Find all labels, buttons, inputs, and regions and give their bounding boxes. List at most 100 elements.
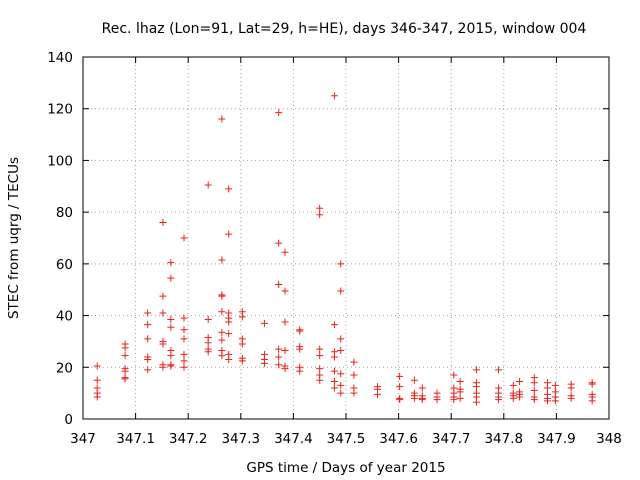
- data-point: [530, 396, 538, 404]
- data-point: [260, 319, 268, 327]
- data-point: [530, 379, 538, 387]
- data-point: [218, 336, 226, 344]
- data-points: [93, 92, 596, 406]
- data-point: [472, 398, 480, 406]
- y-tick-label: 140: [47, 50, 73, 66]
- x-tick-label: 347.7: [432, 431, 471, 447]
- data-point: [275, 109, 283, 117]
- data-point: [275, 353, 283, 361]
- x-tick-label: 347.5: [327, 431, 366, 447]
- data-point: [225, 230, 233, 238]
- data-point: [530, 387, 538, 395]
- x-tick-label: 347: [70, 431, 96, 447]
- data-point: [316, 204, 324, 212]
- x-tick-label: 347.2: [169, 431, 208, 447]
- data-point: [456, 388, 464, 396]
- data-point: [180, 234, 188, 242]
- y-axis-label: STEC from uqrg / TECUs: [6, 157, 22, 319]
- data-point: [275, 281, 283, 289]
- data-point: [144, 366, 152, 374]
- data-point: [337, 346, 345, 354]
- data-point: [330, 321, 338, 329]
- y-tick-label: 40: [56, 309, 73, 325]
- data-point: [588, 397, 596, 405]
- data-point: [180, 363, 188, 371]
- data-point: [167, 352, 175, 360]
- data-point: [225, 330, 233, 338]
- data-point: [396, 396, 404, 404]
- data-point: [204, 315, 212, 323]
- x-tick-label: 347.4: [274, 431, 313, 447]
- data-point: [167, 259, 175, 267]
- data-point: [374, 390, 382, 398]
- data-point: [433, 396, 441, 404]
- data-point: [121, 344, 129, 352]
- data-point: [93, 376, 101, 384]
- data-point: [330, 92, 338, 100]
- data-point: [330, 384, 338, 392]
- data-point: [567, 394, 575, 402]
- data-point: [551, 397, 559, 405]
- data-point: [337, 335, 345, 343]
- data-point: [218, 256, 226, 264]
- data-point: [337, 381, 345, 389]
- data-point: [296, 327, 304, 335]
- data-point: [159, 309, 167, 317]
- data-point: [225, 185, 233, 193]
- y-tick-label: 0: [64, 412, 73, 428]
- data-point: [159, 363, 167, 371]
- data-point: [350, 371, 358, 379]
- data-point: [456, 394, 464, 402]
- data-point: [275, 361, 283, 369]
- data-point: [238, 313, 246, 321]
- data-point: [330, 378, 338, 386]
- data-point: [93, 393, 101, 401]
- data-point: [144, 356, 152, 364]
- data-point: [316, 211, 324, 219]
- data-point: [144, 321, 152, 329]
- data-point: [281, 287, 289, 295]
- data-point: [543, 384, 551, 392]
- data-point: [516, 393, 524, 401]
- data-point: [316, 352, 324, 360]
- data-point: [180, 314, 188, 322]
- data-point: [275, 345, 283, 353]
- data-point: [396, 383, 404, 391]
- data-point: [121, 375, 129, 383]
- data-point: [543, 397, 551, 405]
- data-point: [551, 381, 559, 389]
- data-point: [337, 389, 345, 397]
- x-tick-label: 347.9: [537, 431, 576, 447]
- x-tick-label: 348: [596, 431, 622, 447]
- x-axis-label: GPS time / Days of year 2015: [246, 460, 445, 476]
- x-tick-label: 347.6: [379, 431, 418, 447]
- data-point: [167, 315, 175, 323]
- data-point: [350, 389, 358, 397]
- data-point: [495, 396, 503, 404]
- data-point: [225, 356, 233, 364]
- data-point: [225, 318, 233, 326]
- y-tick-label: 20: [56, 360, 73, 376]
- x-tick-label: 347.3: [221, 431, 260, 447]
- data-point: [509, 394, 517, 402]
- data-point: [281, 365, 289, 373]
- data-point: [180, 350, 188, 358]
- data-point: [167, 274, 175, 282]
- data-point: [495, 366, 503, 374]
- data-point: [418, 396, 426, 404]
- data-point: [450, 396, 458, 404]
- data-point: [167, 362, 175, 370]
- data-point: [410, 394, 418, 402]
- data-point: [472, 383, 480, 391]
- data-point: [281, 346, 289, 354]
- chart-title: Rec. lhaz (Lon=91, Lat=29, h=HE), days 3…: [102, 21, 587, 37]
- data-point: [218, 292, 226, 300]
- y-tick-label: 120: [47, 102, 73, 118]
- data-point: [159, 218, 167, 226]
- data-point: [567, 384, 575, 392]
- data-point: [410, 376, 418, 384]
- data-point: [296, 367, 304, 375]
- y-tick-labels: 0 20 40 60 80 100 120 140: [47, 50, 73, 428]
- data-point: [316, 345, 324, 353]
